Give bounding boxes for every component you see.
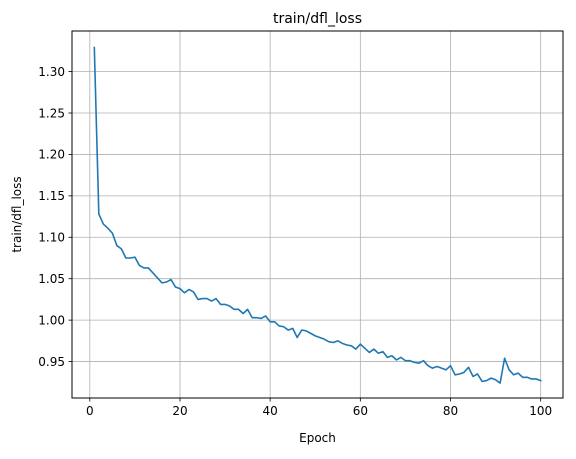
y-tick-label: 1.25 bbox=[38, 106, 65, 120]
chart-title: train/dfl_loss bbox=[273, 11, 362, 27]
y-tick-label: 0.95 bbox=[38, 355, 65, 369]
y-axis-label: train/dfl_loss bbox=[10, 176, 24, 252]
x-tick-label: 100 bbox=[529, 404, 552, 418]
y-tick-label: 1.15 bbox=[38, 189, 65, 203]
y-tick-label: 1.30 bbox=[38, 65, 65, 79]
y-tick-label: 1.00 bbox=[38, 313, 65, 327]
y-tick-label: 1.20 bbox=[38, 148, 65, 162]
y-tick-label: 1.10 bbox=[38, 231, 65, 245]
x-tick-label: 40 bbox=[263, 404, 278, 418]
x-tick-label: 0 bbox=[86, 404, 94, 418]
x-axis-label: Epoch bbox=[299, 431, 336, 445]
x-tick-label: 20 bbox=[172, 404, 187, 418]
y-tick-label: 1.05 bbox=[38, 272, 65, 286]
x-tick-label: 60 bbox=[353, 404, 368, 418]
x-tick-label: 80 bbox=[443, 404, 458, 418]
